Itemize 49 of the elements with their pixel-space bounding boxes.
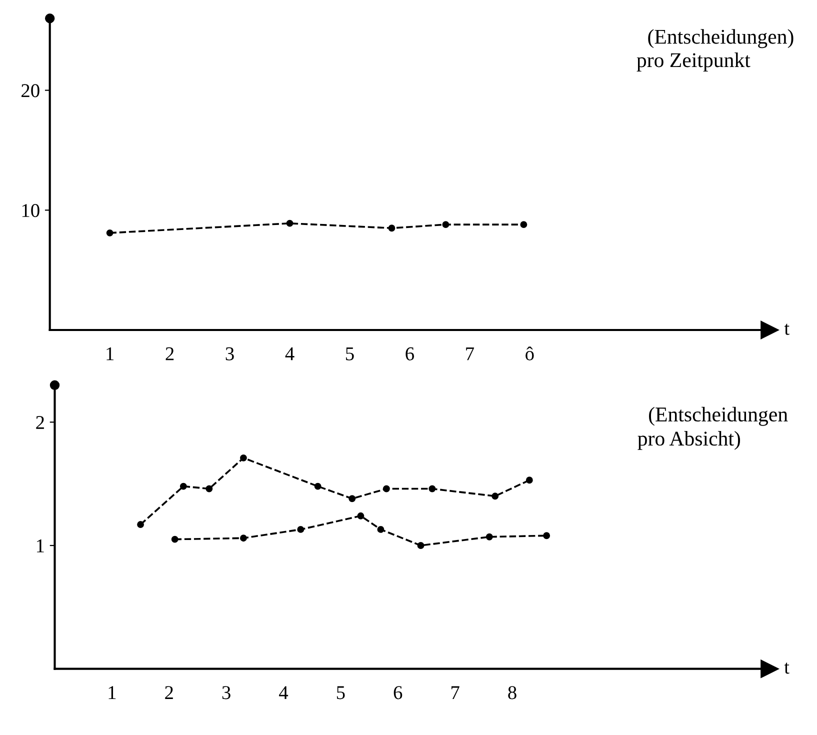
x-tick-label: 4 — [279, 686, 288, 700]
point — [388, 224, 396, 232]
point — [240, 534, 247, 542]
annotation: pro Absicht) — [638, 431, 740, 450]
x-tick-label: 6 — [394, 686, 402, 700]
point — [486, 533, 493, 540]
point — [286, 220, 294, 227]
y-tick-label: 10 — [22, 204, 40, 218]
point — [428, 485, 436, 492]
point — [206, 485, 213, 492]
point — [520, 221, 528, 228]
y-tick-label: 1 — [37, 539, 44, 552]
point — [240, 454, 247, 462]
x-tick-label: 1 — [108, 686, 116, 700]
x-tick-label: 4 — [285, 347, 294, 360]
x-tick-label: 7 — [451, 686, 460, 700]
point — [171, 536, 178, 543]
point — [377, 526, 384, 533]
x-tick-label: 7 — [466, 347, 474, 360]
x-axis-title: t — [784, 662, 790, 674]
point — [543, 532, 550, 540]
point — [106, 229, 114, 236]
x-tick-label: 2 — [166, 347, 174, 360]
point — [180, 482, 187, 490]
y-tick-label: 2 — [36, 416, 44, 429]
point — [314, 482, 322, 490]
x-tick-label: 8 — [508, 686, 516, 700]
x-tick-label: ô — [526, 346, 534, 360]
x-tick-label: 5 — [336, 686, 345, 700]
point — [348, 495, 356, 502]
point — [417, 542, 424, 549]
x-axis-title: t — [784, 324, 790, 335]
annotation: pro Zeitpunkt — [636, 52, 750, 72]
x-tick-label: 5 — [346, 347, 354, 360]
point — [492, 492, 499, 500]
point — [526, 476, 533, 484]
point — [137, 521, 144, 528]
annotation: (Entscheidungen — [649, 406, 788, 426]
annotation: (Entscheidungen) — [648, 29, 794, 48]
point — [297, 526, 304, 533]
x-tick-label: 6 — [406, 347, 414, 360]
point — [357, 512, 364, 520]
x-tick-label: 3 — [222, 686, 230, 700]
x-tick-label: 2 — [165, 686, 173, 700]
y-tick-label: 20 — [22, 84, 40, 98]
point — [442, 221, 450, 228]
x-tick-label: 3 — [226, 347, 234, 360]
x-tick-label: 1 — [106, 347, 114, 360]
point — [382, 485, 390, 492]
